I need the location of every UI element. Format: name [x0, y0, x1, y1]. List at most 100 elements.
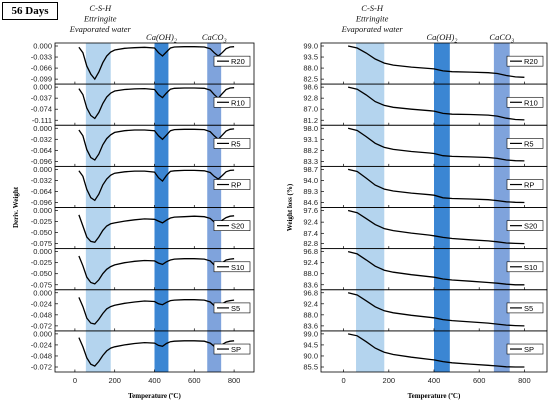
y-tick-label: -0.024	[31, 299, 52, 308]
annotation-cc: CaCO3	[202, 32, 227, 45]
legend-box	[213, 96, 251, 108]
y-tick-label: 81.2	[303, 116, 318, 125]
annotation-ch: Ca(OH)2	[146, 32, 177, 45]
y-tick-label: -0.066	[31, 64, 52, 73]
y-tick-label: -0.096	[31, 198, 52, 207]
panel-sp: 0.000 -0.024 -0.048 -0.072 SP	[31, 329, 255, 373]
series-line-rp	[347, 168, 525, 204]
panel-r10: 98.6 92.8 87.0 81.2 R10	[303, 83, 548, 126]
panel-r5: 98.0 93.1 88.2 83.3 R5	[303, 124, 548, 167]
y-tick-label: -0.032	[31, 135, 52, 144]
annotation-ch-subscript: 2	[454, 39, 457, 45]
y-tick-label: 92.4	[303, 258, 318, 267]
x-tick-label: 0	[342, 376, 346, 385]
y-tick-label: 96.8	[303, 288, 318, 297]
annotation-csh: C-S-H	[89, 3, 112, 13]
panel-s5: 96.8 92.4 88.0 83.6 S5	[303, 288, 548, 332]
legend-box	[506, 138, 544, 149]
x-tick-label: 600	[473, 376, 486, 385]
y-tick-label: -0.096	[31, 157, 52, 166]
y-tick-label: 0.000	[33, 124, 52, 133]
legend-label: R20	[231, 57, 245, 66]
annotation-ch-subscript: 2	[174, 39, 177, 45]
x-tick-label: 800	[518, 376, 531, 385]
y-tick-label: -0.072	[31, 363, 52, 372]
x-tick-label: 400	[428, 376, 441, 385]
y-tick-label: 0.000	[33, 247, 52, 256]
x-axis-label: Temperature (ºC)	[408, 392, 461, 400]
series-line-rp	[78, 169, 235, 202]
y-tick-label: 0.000	[33, 329, 52, 338]
panel-r20: 0.000 -0.033 -0.066 -0.099 R20	[31, 42, 255, 85]
series-line-s10	[347, 250, 525, 286]
series-line-s5	[347, 292, 525, 327]
series-line-r5	[347, 127, 525, 162]
legend-box	[506, 343, 544, 355]
wl-chart: 99.093.588.082.5R2098.692.887.081.2R1098…	[286, 3, 548, 400]
y-tick-label: -0.037	[31, 94, 52, 103]
y-tick-label: 97.6	[303, 206, 318, 215]
annotation-csh: Evaporated water	[341, 24, 404, 34]
y-tick-label: 87.4	[303, 229, 318, 238]
y-tick-label: 88.2	[303, 146, 318, 155]
legend-label: RP	[231, 181, 241, 190]
y-tick-label: 90.0	[303, 351, 318, 360]
y-tick-label: 0.000	[33, 288, 52, 297]
y-tick-label: 89.3	[303, 187, 318, 196]
y-axis-label: Deriv. Weight	[12, 186, 20, 228]
legend-box	[213, 220, 251, 231]
legend-box	[506, 179, 544, 190]
age-label: 56 Days	[2, 2, 58, 20]
legend-box	[213, 138, 251, 149]
legend-label: S20	[524, 222, 537, 231]
y-tick-label: -0.025	[31, 258, 52, 267]
panel-s20: 97.6 92.4 87.482.8 S20	[303, 206, 548, 250]
y-tick-label: -0.048	[31, 351, 52, 360]
y-tick-label: -0.075	[31, 239, 52, 248]
y-tick-label: 93.1	[303, 135, 318, 144]
x-tick-label: 600	[188, 376, 201, 385]
y-tick-label: -0.074	[31, 105, 52, 114]
y-tick-label: 93.5	[303, 53, 318, 62]
panel-s20: 0.000 -0.025 -0.050 -0.075 S20	[31, 206, 255, 250]
y-tick-label: 99.0	[303, 329, 318, 338]
annotation-cc-subscript: 3	[510, 39, 514, 45]
legend-box	[213, 343, 251, 355]
legend-box	[213, 179, 251, 190]
legend-label: S5	[231, 304, 240, 313]
legend-label: S5	[524, 304, 533, 313]
legend-box	[213, 302, 251, 314]
panel-r10: 0.000 -0.037 -0.074 -0.111 R10	[31, 83, 255, 126]
deriv-chart: 0.000 -0.033 -0.066 -0.099 R20 0.000 -0.037 -0.…	[12, 3, 255, 400]
x-tick-label: 200	[108, 376, 121, 385]
y-tick-label: 82.8	[303, 239, 318, 248]
legend-label: S10	[231, 263, 244, 272]
y-tick-label: -0.111	[32, 116, 52, 125]
y-tick-label: -0.075	[31, 280, 52, 289]
annotation-csh: Ettringite	[355, 14, 389, 24]
legend-label: S10	[524, 263, 537, 272]
series-line-r20	[78, 46, 235, 81]
legend-box	[506, 55, 544, 67]
legend-box	[506, 96, 544, 108]
legend-label: SP	[524, 345, 534, 354]
y-tick-label: 92.8	[303, 94, 318, 103]
y-tick-label: 88.0	[303, 64, 318, 73]
legend-box	[506, 220, 544, 231]
y-tick-label: 92.4	[303, 218, 318, 227]
x-tick-label: 200	[383, 376, 396, 385]
y-tick-label: 83.6	[303, 280, 318, 289]
panel-r5: 0.000 -0.032 -0.064 -0.096 R5	[31, 124, 255, 167]
annotation-cc-subscript: 3	[223, 39, 227, 45]
panel-rp: 98.7 94.0 89.3 84.6 RP	[303, 165, 548, 208]
series-line-r5	[78, 128, 235, 161]
y-tick-label: 0.000	[33, 206, 52, 215]
annotation-csh: Evaporated water	[69, 24, 132, 34]
y-tick-label: 0.000	[33, 42, 52, 51]
y-tick-label: -0.033	[31, 53, 52, 62]
y-tick-label: 0.000	[33, 165, 52, 174]
y-tick-label: 83.6	[303, 321, 318, 330]
y-tick-label: 82.5	[303, 75, 318, 84]
annotation-ch: Ca(OH)2	[426, 32, 457, 45]
